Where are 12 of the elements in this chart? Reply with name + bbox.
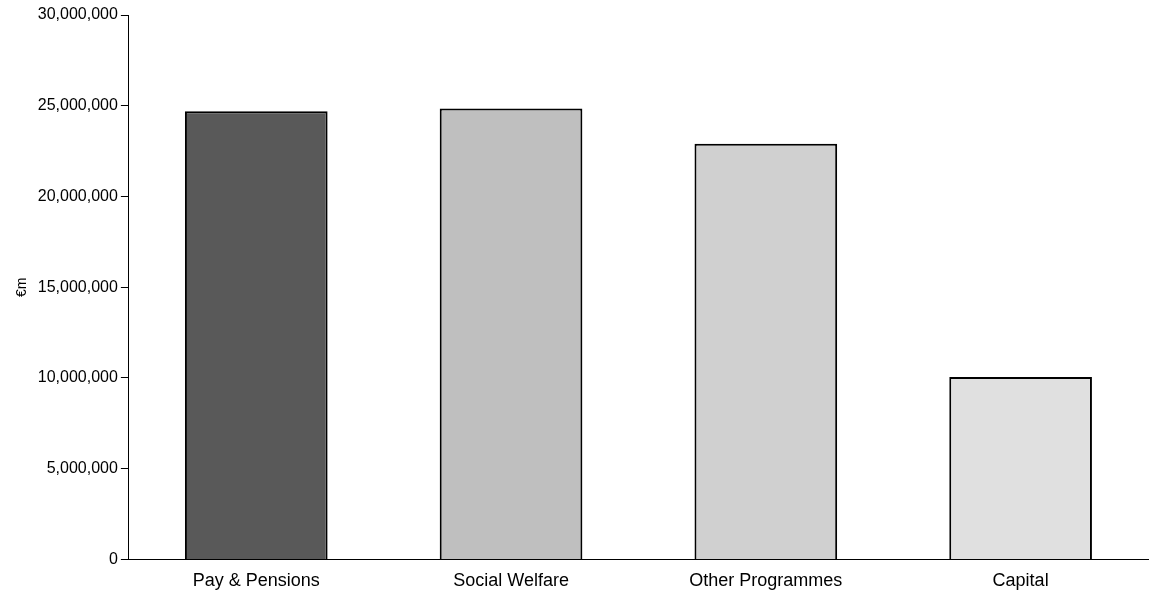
y-tick-label: 20,000,000: [37, 186, 118, 204]
y-tick-label: 25,000,000: [37, 96, 118, 114]
y-tick-label: 0: [108, 549, 118, 567]
x-tick-label: Social Welfare: [453, 570, 569, 591]
y-tick-label: 10,000,000: [37, 368, 118, 386]
x-tick-label: Pay & Pensions: [192, 570, 320, 591]
y-tick-label: 30,000,000: [37, 5, 118, 23]
x-tick-label: Other Programmes: [689, 570, 843, 591]
y-axis-title: €m: [13, 277, 30, 297]
y-tick-label: 5,000,000: [46, 459, 118, 477]
y-tick-label: 15,000,000: [37, 277, 118, 295]
x-tick-label: Capital: [992, 570, 1049, 591]
